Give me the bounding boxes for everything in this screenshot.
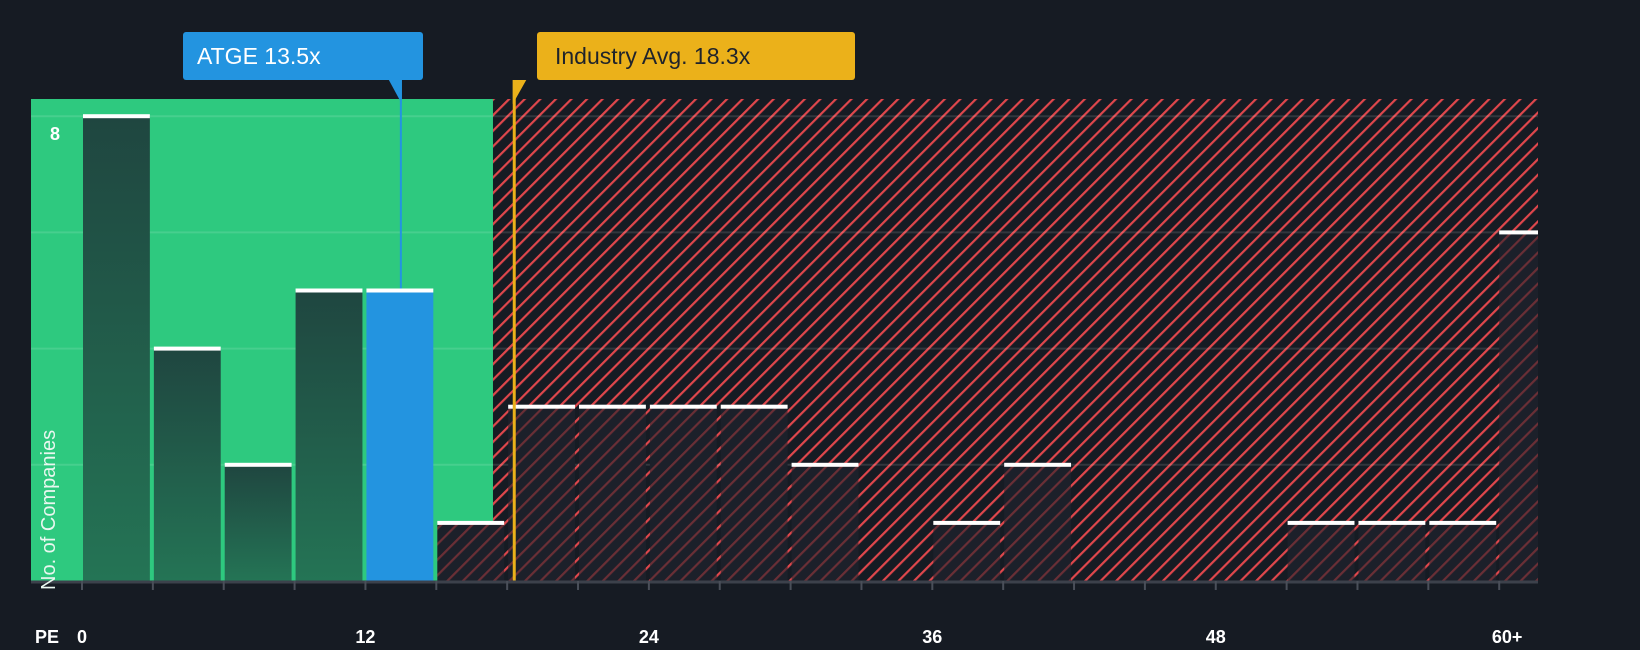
bar-cap	[83, 114, 150, 119]
x-tick-label: 24	[638, 627, 659, 647]
company-pe-callout: ATGE 13.5x	[183, 32, 423, 80]
bar-cap	[1429, 520, 1497, 525]
bar-cap	[224, 462, 292, 467]
y-axis-title: No. of Companies	[38, 429, 60, 590]
bar-6-9	[224, 464, 292, 581]
bar-cap	[437, 520, 505, 525]
bar-18-21	[508, 406, 576, 581]
company-callout-pointer	[388, 80, 402, 104]
bar-12-15	[366, 290, 434, 581]
bar-54-57	[1358, 522, 1426, 581]
bar-cap	[153, 346, 221, 351]
industry-avg-callout: Industry Avg. 18.3x	[537, 32, 855, 80]
bar-57-60	[1429, 522, 1497, 581]
bar-cap	[579, 404, 646, 409]
bar-cap	[508, 404, 576, 409]
bar-cap	[933, 520, 1001, 525]
bar-60+	[1499, 232, 1538, 581]
x-axis	[31, 580, 1538, 590]
x-tick-label: 0	[76, 627, 88, 647]
bar-cap	[366, 288, 434, 293]
bar-15-18	[437, 522, 505, 581]
x-tick-label: 48	[1205, 627, 1226, 647]
x-axis-title: PE	[35, 627, 60, 647]
y-tick-max: 8	[50, 124, 61, 144]
x-tick-label: 60+	[1491, 627, 1523, 647]
bar-51-54	[1287, 522, 1355, 581]
bar-cap	[1287, 520, 1355, 525]
bar-3-6	[153, 348, 221, 581]
bar-cap	[791, 462, 859, 467]
x-tick-label: 36	[922, 627, 943, 647]
bar-39-42	[1004, 464, 1072, 581]
bar-36-39	[933, 522, 1001, 581]
x-tick-label: 12	[355, 627, 376, 647]
industry-avg-label: Industry Avg. 18.3x	[555, 43, 751, 69]
bar-21-24	[579, 406, 646, 581]
bar-cap	[1499, 230, 1538, 235]
bar-30-33	[791, 464, 859, 581]
bar-0-3	[83, 116, 150, 581]
industry-callout-pointer	[512, 80, 527, 104]
histogram-bars	[83, 114, 1538, 581]
company-pe-label: ATGE 13.5x	[197, 43, 321, 69]
bar-24-27	[649, 406, 717, 581]
bar-cap	[720, 404, 788, 409]
bar-27-30	[720, 406, 788, 581]
bar-cap	[1004, 462, 1072, 467]
pe-markers	[388, 80, 527, 581]
bar-9-12	[295, 290, 363, 581]
bar-cap	[295, 288, 363, 293]
bar-cap	[1358, 520, 1426, 525]
bar-cap	[649, 404, 717, 409]
